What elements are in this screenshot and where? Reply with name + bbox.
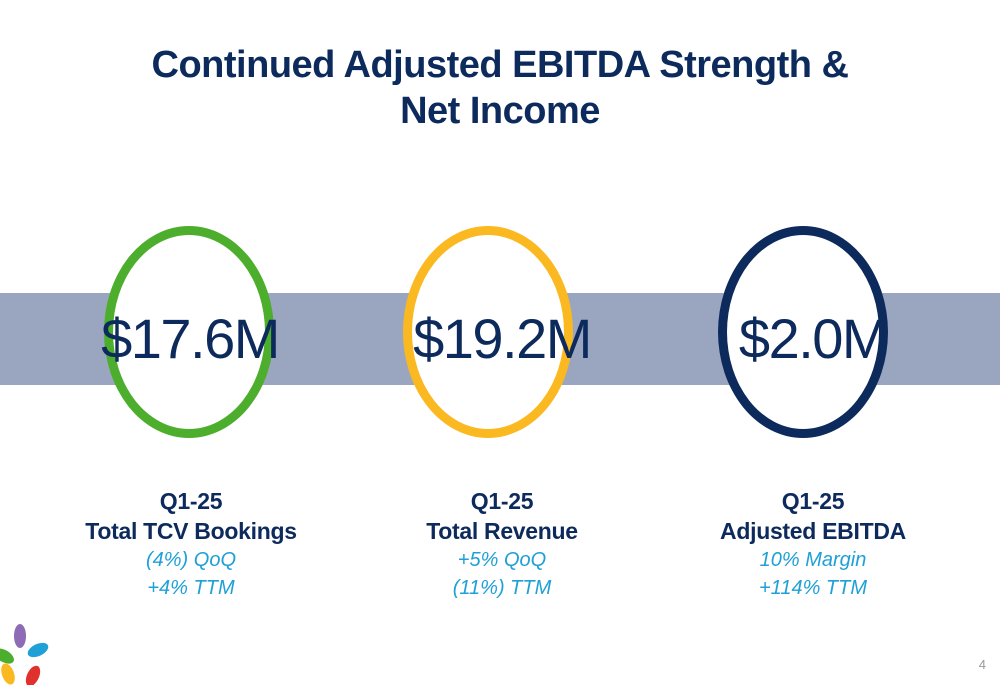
navy-ring [718,226,888,438]
caption-note-ttm: +114% TTM [759,577,867,599]
caption-metric: Adjusted EBITDA [720,518,906,544]
caption-period: Q1-25 [159,488,223,514]
green-ring [104,226,274,438]
caption-note-margin: 10% Margin [759,549,867,571]
title-line-2: Net Income [400,90,600,132]
logo-petal-red [25,665,41,685]
tcv-bookings-caption: Q1-25 Total TCV Bookings (4%) QoQ +4% TT… [31,486,351,602]
logo-petal-yellow [1,663,15,685]
adjusted-ebitda-value: $2.0M [738,307,889,370]
page-number: 4 [978,657,986,672]
logo-petal-blue [27,642,49,658]
caption-note-ttm: +4% TTM [147,577,235,599]
title-line-1: Continued Adjusted EBITDA Strength & [151,44,849,86]
caption-note-qoq: (4%) QoQ [145,549,237,571]
logo-petal-green [0,648,14,664]
flower-petals-logo-icon [0,624,49,685]
caption-metric: Total TCV Bookings [85,518,297,544]
page-title: Continued Adjusted EBITDA Strength & Net… [0,42,1000,134]
logo-petal-purple [14,624,26,648]
yellow-ring [403,226,573,438]
caption-note-qoq: +5% QoQ [457,549,547,571]
caption-metric: Total Revenue [426,518,578,544]
caption-period: Q1-25 [781,488,845,514]
adjusted-ebitda-caption: Q1-25 Adjusted EBITDA 10% Margin +114% T… [653,486,973,602]
total-revenue-caption: Q1-25 Total Revenue +5% QoQ (11%) TTM [342,486,662,602]
caption-note-ttm: (11%) TTM [452,577,552,599]
total-revenue-value: $19.2M [413,307,592,370]
caption-period: Q1-25 [470,488,534,514]
tcv-bookings-value: $17.6M [101,307,280,370]
